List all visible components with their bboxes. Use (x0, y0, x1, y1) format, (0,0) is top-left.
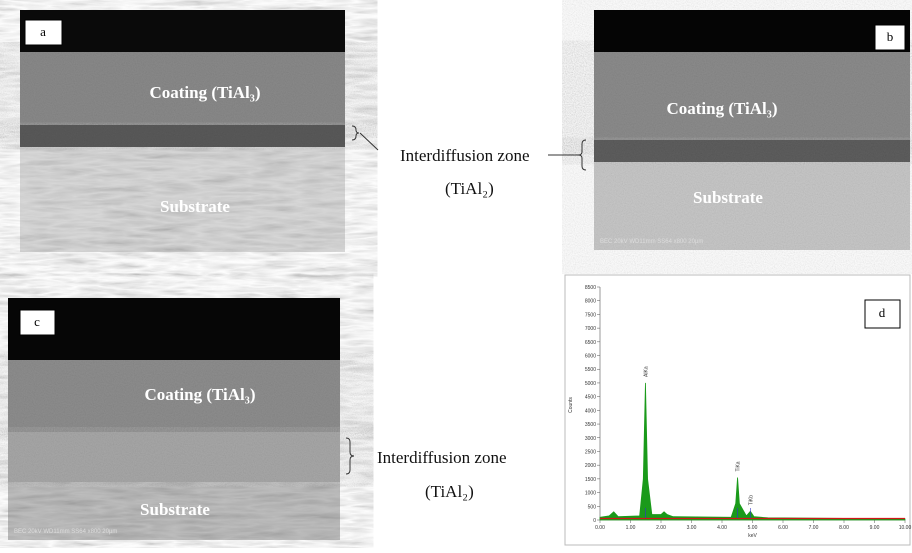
x-tick-label: 6.00 (778, 525, 788, 531)
panel-label: c (34, 314, 40, 329)
zone-formula: (TiAl₂) (425, 482, 474, 501)
y-tick-label: 500 (588, 504, 597, 510)
coating-label: Coating (TiAl₃) (666, 99, 777, 118)
panel-label: d (879, 305, 886, 320)
coating-label: Coating (TiAl₃) (149, 83, 260, 102)
mount (594, 10, 910, 52)
y-tick-label: 4000 (585, 408, 596, 414)
y-tick-label: 8500 (585, 285, 596, 291)
y-tick-label: 7000 (585, 326, 596, 332)
x-tick-label: 10.00 (899, 525, 912, 531)
zone-formula: (TiAl₂) (445, 179, 494, 198)
panel-a: a Coating (TiAl₃) Substrate (20, 10, 345, 252)
panel-b: b Coating (TiAl₃) Substrate BEC 20kV WD1… (594, 10, 910, 250)
peak-label: AlKa (643, 366, 649, 377)
zone-label: Interdiffusion zone (400, 146, 530, 165)
x-tick-label: 7.00 (809, 525, 819, 531)
x-tick-label: 5.00 (748, 525, 758, 531)
y-tick-label: 4500 (585, 395, 596, 401)
x-tick-label: 2.00 (656, 525, 666, 531)
y-tick-label: 5500 (585, 367, 596, 373)
interdiffusion-layer (594, 140, 910, 162)
bracket (548, 140, 586, 170)
interdiffusion-layer (20, 125, 345, 147)
coating-layer (594, 50, 910, 145)
y-tick-label: 1000 (585, 491, 596, 497)
zone-label: Interdiffusion zone (377, 448, 507, 467)
y-tick-label: 6500 (585, 340, 596, 346)
panel-label: a (40, 24, 46, 39)
y-tick-label: 5000 (585, 381, 596, 387)
bracket (346, 438, 354, 474)
substrate-label: Substrate (693, 188, 763, 207)
mount (8, 298, 340, 360)
x-tick-label: 8.00 (839, 525, 849, 531)
y-tick-label: 8000 (585, 299, 596, 305)
y-tick-label: 2000 (585, 463, 596, 469)
x-tick-label: 3.00 (687, 525, 697, 531)
x-tick-label: 9.00 (870, 525, 880, 531)
page: a Coating (TiAl₃) Substrate b Coating (T… (0, 0, 912, 553)
bracket (352, 126, 378, 150)
mount (20, 10, 345, 52)
substrate-label: Substrate (160, 197, 230, 216)
y-tick-label: 0 (593, 518, 596, 524)
y-tick-label: 3000 (585, 436, 596, 442)
y-tick-label: 7500 (585, 312, 596, 318)
substrate-label: Substrate (140, 500, 210, 519)
y-tick-label: 2500 (585, 449, 596, 455)
figure: a Coating (TiAl₃) Substrate b Coating (T… (0, 0, 912, 548)
x-axis-label: keV (748, 533, 757, 539)
peak-label: TiKb (748, 495, 754, 505)
x-tick-label: 4.00 (717, 525, 727, 531)
coating-label: Coating (TiAl₃) (144, 385, 255, 404)
y-tick-label: 6000 (585, 354, 596, 360)
x-tick-label: 1.00 (626, 525, 636, 531)
y-tick-label: 1500 (585, 477, 596, 483)
y-axis-label: Counts (568, 397, 574, 413)
panel-c: c Coating (TiAl₃) Substrate BEC 20kV WD1… (8, 298, 340, 540)
y-tick-label: 3500 (585, 422, 596, 428)
x-tick-label: 0.00 (595, 525, 605, 531)
interdiffusion-layer (8, 432, 340, 482)
sem-footer: BEC 20kV WD11mm SS64 x800 20µm (14, 529, 117, 535)
panel-label: b (887, 29, 894, 44)
peak-label: TiKa (736, 461, 742, 471)
sem-footer: BEC 20kV WD11mm SS64 x800 20µm (600, 239, 703, 245)
